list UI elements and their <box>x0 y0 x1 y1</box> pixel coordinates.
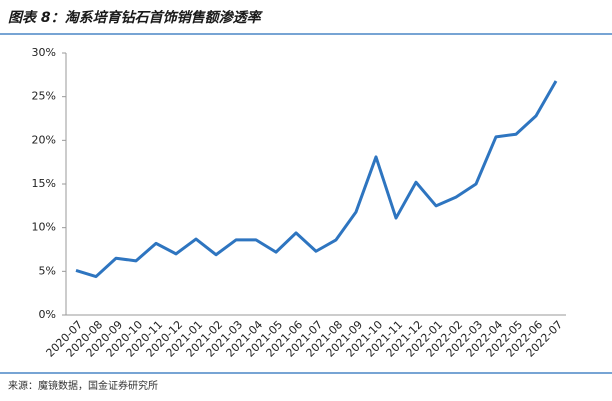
source-note: 来源：魔镜数据，国金证券研究所 <box>8 379 158 392</box>
y-tick-label: 5% <box>39 264 56 277</box>
y-tick-label: 30% <box>32 46 56 59</box>
y-tick-label: 25% <box>32 90 56 103</box>
y-tick-label: 15% <box>32 177 56 190</box>
chart-title: 图表 8：淘系培育钻石首饰销售额渗透率 <box>8 9 264 26</box>
y-tick-label: 0% <box>39 308 56 321</box>
y-tick-label: 20% <box>32 133 56 146</box>
y-tick-label: 10% <box>32 221 56 234</box>
data-line <box>75 80 558 279</box>
